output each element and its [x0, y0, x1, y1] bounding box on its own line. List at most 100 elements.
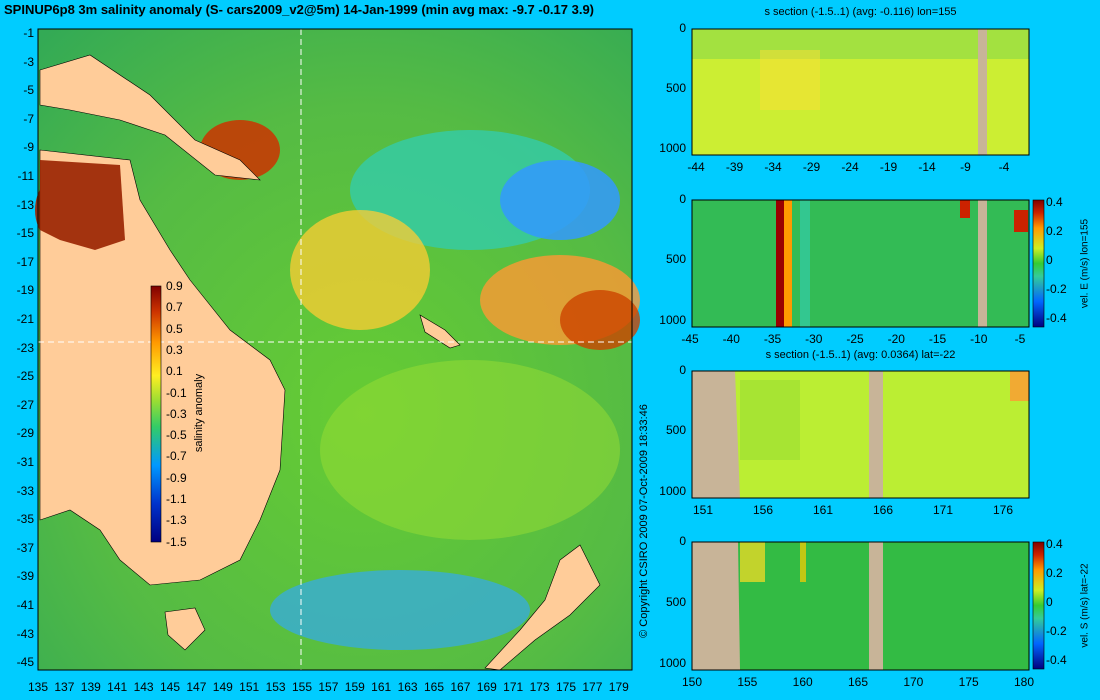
map-colorbar [150, 285, 162, 543]
map-y-tick-label: -7 [23, 111, 34, 126]
map-colorbar-tick-label: -0.3 [166, 406, 187, 421]
panel-4-x-tick-label: 165 [847, 675, 869, 689]
map-y-tick-label: -33 [16, 483, 34, 498]
panel-4-jet [740, 542, 765, 582]
panel-4-colorbar [1032, 541, 1045, 670]
map-x-tick-label: 143 [133, 680, 154, 694]
map-y-tick-label: -11 [17, 169, 34, 183]
panel-1-x-tick-label: -44 [687, 160, 705, 174]
panel-2-jet [800, 200, 810, 327]
panel-1-x-tick-label: -29 [802, 160, 821, 174]
map-x-tick-label: 155 [291, 680, 313, 694]
panel-4-y-tick-label: 0 [679, 534, 686, 548]
panel-2-x-tick-label: -10 [970, 332, 988, 346]
map-land-new-caledonia [419, 314, 461, 349]
panel-1-surface [692, 29, 1029, 59]
map-anomaly-high [560, 290, 640, 350]
map-colorbar-tick-label: 0.1 [166, 364, 183, 379]
panel-1-y-tick-label: 0 [679, 21, 686, 35]
panel-3-x-tick-label: 151 [692, 503, 714, 517]
figure-title: SPINUP6p8 3m salinity anomaly (S- cars20… [4, 2, 595, 17]
panel-3-anomaly [740, 380, 800, 460]
panel-4-plot [691, 541, 1030, 671]
panel-2-x-tick-label: -30 [805, 332, 823, 346]
map-y-tick-label: -31 [16, 455, 34, 469]
panel-3-x-tick-label: 171 [932, 503, 954, 517]
map-x-tick-label: 141 [107, 680, 128, 694]
panel-1-y-tick-label: 1000 [659, 141, 686, 155]
map-y-tick-label: -37 [16, 540, 34, 555]
panel-1-land [978, 29, 987, 155]
panel-4-jet [800, 542, 806, 582]
panel-4-x-tick-label: 170 [903, 675, 924, 689]
panel-2-land [978, 200, 987, 327]
panel-2-jet [960, 200, 970, 218]
map-anomaly-low [500, 160, 620, 240]
map-x-tick-label: 163 [397, 680, 418, 694]
panel-4-x-tick-label: 175 [958, 675, 979, 689]
panel-3-x-tick-label: 176 [992, 503, 1014, 517]
panel-4-frame [691, 541, 1030, 671]
map-anomaly-high [290, 210, 430, 330]
panel-3-anomaly [1010, 371, 1029, 401]
panel-2-colorbar [1032, 199, 1045, 328]
map-y-tick-label: -45 [16, 655, 34, 670]
panel-4-colorbar-label: vel. S (m/s) lat=-22 [1079, 563, 1091, 648]
panel-1-x-tick-label: -34 [764, 160, 782, 174]
panel-4-colorbar-tick-label: -0.4 [1046, 653, 1067, 667]
panel-4-y-tick-label: 1000 [659, 655, 686, 670]
map-y-tick-label: -35 [16, 512, 34, 527]
panel-4-colorbar-tick-label: -0.2 [1046, 624, 1067, 638]
panel-3-x-tick-label: 156 [752, 503, 774, 517]
panel-2-colorbar-tick-label: 0.2 [1046, 224, 1063, 238]
map-y-tick-label: -3 [23, 54, 34, 69]
panel-3-y-tick-label: 500 [665, 423, 686, 438]
map-anomaly-low [270, 570, 530, 650]
map-y-tick-label: -1 [23, 26, 34, 40]
panel-2-jet [1014, 210, 1028, 232]
panel-2-colorbar-tick-label: 0 [1046, 253, 1053, 267]
map-colorbar-label: salinity anomaly [193, 373, 205, 453]
panel-2-x-tick-label: -5 [1014, 332, 1026, 346]
panel-4-land [692, 542, 740, 670]
map-y-tick-label: -15 [16, 226, 34, 241]
panel-4-colorbar-tick-label: 0.2 [1046, 566, 1063, 580]
map-land-australia [39, 149, 286, 586]
map-x-tick-label: 149 [212, 680, 233, 694]
map-x-tick-label: 139 [80, 680, 101, 694]
panel-2-x-tick-label: -40 [722, 332, 740, 346]
map-x-tick-label: 151 [239, 680, 260, 694]
map-y-tick-label: -27 [16, 397, 34, 412]
panel-2-jet [784, 200, 792, 327]
map-y-tick-label: -9 [23, 140, 34, 155]
map-colorbar-tick-label: -1.3 [166, 513, 187, 528]
panel-3-land [869, 371, 883, 498]
map-x-tick-label: 173 [529, 680, 550, 694]
map-x-tick-label: 179 [608, 680, 629, 694]
map-y-tick-label: -17 [16, 254, 34, 269]
map-x-tick-label: 171 [503, 680, 524, 694]
map-x-tick-label: 175 [555, 680, 577, 694]
map-frame [37, 28, 633, 671]
panel-2-x-tick-label: -20 [887, 332, 905, 346]
panel-1-x-tick-label: -4 [998, 160, 1010, 174]
panel-4-x-tick-label: 180 [1013, 675, 1035, 689]
panel-1-frame [691, 28, 1030, 156]
panel-3-title: s section (-1.5..1) (avg: 0.0364) lat=-2… [765, 349, 956, 361]
map-y-tick-label: -39 [16, 569, 34, 584]
panel-2-field [692, 200, 1029, 327]
map-colorbar-tick-label: 0.9 [166, 279, 183, 293]
map-land-new-guinea [39, 54, 261, 181]
panel-3-land [692, 371, 740, 498]
map-x-tick-label: 137 [54, 680, 75, 694]
map-land-tasmania [164, 607, 206, 651]
panel-1-x-tick-label: -24 [841, 160, 859, 174]
panel-4-colorbar-tick-label: 0 [1046, 595, 1053, 609]
panel-4-land [869, 542, 883, 670]
panel-1-x-tick-label: -14 [918, 160, 936, 174]
map-x-tick-label: 153 [265, 680, 286, 694]
map-y-tick-label: -21 [16, 312, 34, 326]
map-colorbar-tick-label: 0.7 [166, 300, 183, 315]
map-x-tick-label: 167 [450, 680, 471, 694]
